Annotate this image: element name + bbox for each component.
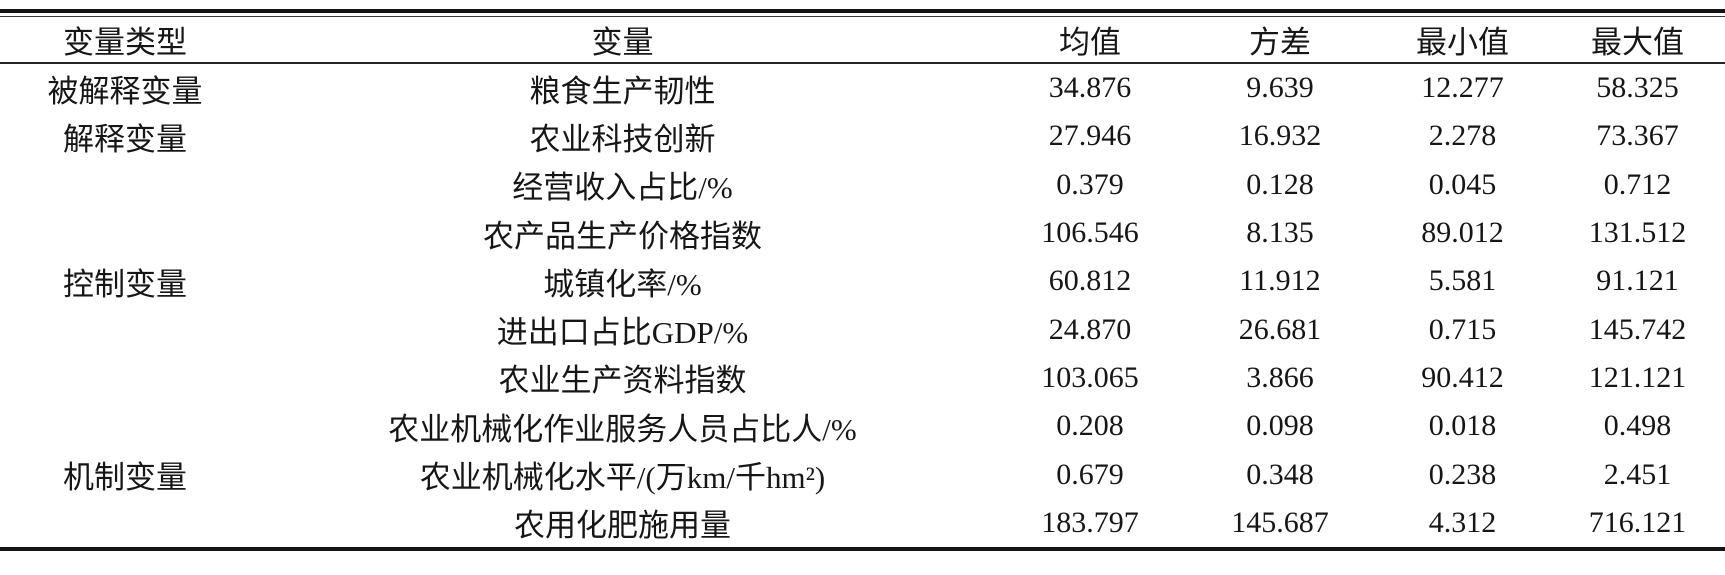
table-row: 农产品生产价格指数 106.546 8.135 89.012 131.512	[0, 209, 1725, 257]
cell-mean: 34.876	[1048, 71, 1132, 105]
cell-min: 90.412	[1421, 360, 1504, 394]
cell-mean: 0.679	[1056, 457, 1124, 491]
table-row: 农业生产资料指数 103.065 3.866 90.412 121.121	[0, 354, 1725, 402]
table-top-rule	[0, 9, 1725, 13]
cell-min: 89.012	[1421, 216, 1504, 250]
cell-min: 4.312	[1428, 505, 1497, 539]
cell-variable: 农业机械化水平/(万km/千hm²)	[419, 460, 826, 496]
cell-max: 716.121	[1588, 505, 1687, 539]
cell-max: 0.498	[1603, 409, 1672, 443]
table-row: 控制变量 城镇化率/% 60.812 11.912 5.581 91.121	[0, 257, 1725, 305]
cell-variable-type: 解释变量	[63, 121, 187, 157]
header-row: 变量类型 变量 均值 方差 最小值 最大值	[0, 17, 1725, 63]
col-header-variable: 变量	[591, 25, 654, 60]
cell-min: 0.018	[1428, 409, 1497, 443]
cell-variable: 农业科技创新	[529, 121, 716, 157]
cell-variable-type	[0, 354, 250, 402]
cell-variance: 0.098	[1246, 409, 1314, 443]
col-header-max: 最大值	[1591, 25, 1684, 60]
table-bottom-rule	[0, 546, 1725, 552]
cell-variance: 0.348	[1246, 457, 1314, 491]
table-row: 被解释变量 粮食生产韧性 34.876 9.639 12.277 58.325	[0, 63, 1725, 112]
cell-max: 2.451	[1603, 457, 1672, 491]
col-header-min: 最小值	[1416, 25, 1509, 60]
cell-variable-type	[0, 305, 250, 353]
cell-variable: 农业生产资料指数	[498, 363, 747, 399]
cell-variable-type	[0, 402, 250, 450]
cell-mean: 24.870	[1048, 312, 1132, 346]
table-row: 农业机械化作业服务人员占比人/% 0.208 0.098 0.018 0.498	[0, 402, 1725, 450]
cell-variance: 26.681	[1238, 312, 1322, 346]
cell-variance: 8.135	[1246, 216, 1314, 250]
table-row: 经营收入占比/% 0.379 0.128 0.045 0.712	[0, 161, 1725, 209]
cell-min: 0.238	[1428, 457, 1497, 491]
cell-mean: 0.208	[1056, 409, 1124, 443]
cell-min: 0.045	[1428, 167, 1497, 201]
cell-variable: 粮食生产韧性	[529, 73, 716, 109]
table-row: 机制变量 农业机械化水平/(万km/千hm²) 0.679 0.348 0.23…	[0, 450, 1725, 498]
cell-max: 121.121	[1588, 360, 1687, 394]
cell-max: 73.367	[1596, 119, 1679, 153]
cell-max: 145.742	[1588, 312, 1687, 346]
table-row: 农用化肥施用量 183.797 145.687 4.312 716.121	[0, 499, 1725, 547]
table-row: 解释变量 农业科技创新 27.946 16.932 2.278 73.367	[0, 112, 1725, 160]
cell-variable-type: 机制变量	[63, 460, 187, 496]
cell-max: 0.712	[1603, 167, 1672, 201]
cell-variance: 9.639	[1246, 71, 1314, 105]
cell-mean: 60.812	[1048, 264, 1132, 298]
cell-variable: 农业机械化作业服务人员占比人/%	[388, 411, 857, 447]
cell-variable: 农产品生产价格指数	[483, 218, 762, 254]
cell-variance: 145.687	[1231, 505, 1329, 539]
cell-variance: 16.932	[1238, 119, 1322, 153]
table-body: 被解释变量 粮食生产韧性 34.876 9.639 12.277 58.325 …	[0, 63, 1725, 547]
cell-variance: 11.912	[1239, 264, 1321, 298]
cell-max: 91.121	[1596, 264, 1679, 298]
cell-mean: 106.546	[1041, 216, 1139, 250]
cell-mean: 183.797	[1041, 505, 1139, 539]
cell-variable-type: 控制变量	[63, 266, 187, 302]
table-row: 进出口占比GDP/% 24.870 26.681 0.715 145.742	[0, 305, 1725, 353]
cell-mean: 0.379	[1056, 167, 1124, 201]
cell-variable: 经营收入占比/%	[512, 170, 733, 206]
cell-min: 2.278	[1428, 119, 1497, 153]
cell-max: 131.512	[1588, 216, 1687, 250]
cell-mean: 27.946	[1048, 119, 1132, 153]
cell-max: 58.325	[1596, 71, 1679, 105]
col-header-variance: 方差	[1249, 25, 1311, 60]
cell-variable-type: 被解释变量	[47, 73, 203, 109]
cell-variable-type	[0, 499, 250, 547]
cell-variance: 3.866	[1246, 360, 1314, 394]
cell-variable-type	[0, 209, 250, 257]
table-top-rule-echo	[0, 15, 1725, 17]
cell-min: 12.277	[1421, 71, 1504, 105]
col-header-variable-type: 变量类型	[63, 25, 187, 60]
cell-min: 5.581	[1428, 264, 1497, 298]
cell-mean: 103.065	[1041, 360, 1139, 394]
cell-variable: 进出口占比GDP/%	[496, 315, 749, 351]
cell-variable: 农用化肥施用量	[514, 508, 731, 544]
paper-table: 变量类型 变量 均值 方差 最小值 最大值 被解释变量 粮食生产韧性 34.87…	[0, 9, 1725, 552]
cell-min: 0.715	[1428, 312, 1497, 346]
col-header-mean: 均值	[1059, 25, 1121, 60]
cell-variable-type	[0, 161, 250, 209]
cell-variable: 城镇化率/%	[543, 266, 702, 302]
descriptive-statistics-table: 变量类型 变量 均值 方差 最小值 最大值 被解释变量 粮食生产韧性 34.87…	[0, 17, 1725, 547]
cell-variance: 0.128	[1246, 167, 1314, 201]
